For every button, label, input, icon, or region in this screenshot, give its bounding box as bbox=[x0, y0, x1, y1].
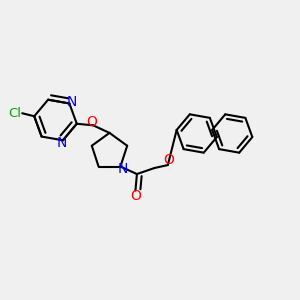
Text: O: O bbox=[163, 153, 174, 167]
Text: Cl: Cl bbox=[8, 107, 21, 120]
Text: O: O bbox=[130, 189, 141, 203]
Text: N: N bbox=[118, 162, 128, 176]
Text: O: O bbox=[86, 115, 97, 129]
Text: N: N bbox=[67, 95, 77, 109]
Text: N: N bbox=[56, 136, 67, 150]
